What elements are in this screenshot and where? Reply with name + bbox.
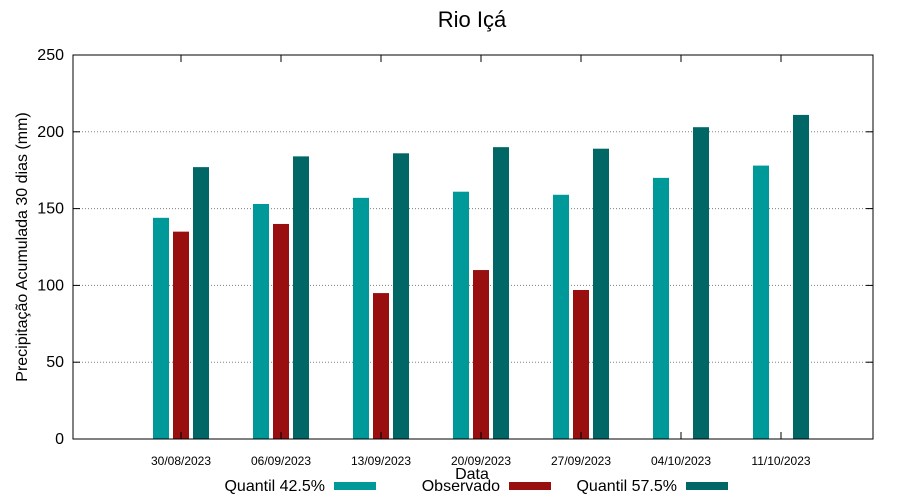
x-tick-label: 11/10/2023: [751, 454, 810, 468]
x-tick-label: 04/10/2023: [651, 454, 711, 468]
x-axis-ticks: 30/08/2023 06/09/2023 13/09/2023 20/09/2023…: [151, 55, 811, 468]
y-tick-label: 100: [37, 277, 64, 294]
x-tick-label: 06/09/2023: [251, 454, 311, 468]
legend-swatch: [509, 482, 551, 490]
bar-observado-1: [273, 223, 289, 439]
legend-swatch: [686, 482, 728, 490]
y-tick-label: 150: [37, 201, 64, 218]
bar-quantil-57-5--5: [693, 127, 709, 439]
x-tick-label: 20/09/2023: [451, 454, 511, 468]
bar-quantil-57-5--1: [293, 156, 309, 439]
bars: [153, 114, 809, 440]
bar-observado-4: [573, 290, 589, 439]
x-tick-label: 27/09/2023: [551, 454, 611, 468]
bar-quantil-57-5--6: [793, 114, 809, 440]
bar-quantil-57-5--3: [493, 147, 509, 439]
legend: Quantil 42.5% Observado Quantil 57.5%: [224, 478, 728, 495]
legend-label: Quantil 57.5%: [576, 478, 677, 495]
legend-label: Quantil 42.5%: [224, 478, 325, 495]
bar-quantil-42-5--1: [253, 203, 269, 439]
bar-quantil-42-5--4: [553, 194, 569, 439]
bar-quantil-42-5--2: [353, 197, 369, 439]
y-axis-ticks: 0 50 100 150 200 250: [37, 47, 873, 448]
y-axis-label: Precipitação Acumulada 30 dias (mm): [14, 112, 31, 381]
chart-title: Rio Içá: [438, 7, 507, 32]
plot-area-frame: [72, 54, 874, 440]
y-tick-label: 0: [55, 431, 64, 448]
legend-label: Observado: [422, 478, 500, 495]
y-tick-label: 200: [37, 124, 64, 141]
y-tick-label: 250: [37, 47, 64, 64]
bar-quantil-57-5--4: [593, 148, 609, 440]
bar-quantil-42-5--0: [153, 217, 169, 439]
bar-quantil-57-5--2: [393, 153, 409, 439]
x-axis-label: Data: [455, 466, 489, 483]
bar-observado-2: [373, 293, 389, 439]
bar-observado-3: [473, 270, 489, 439]
x-tick-label: 30/08/2023: [151, 454, 211, 468]
x-tick-label: 13/09/2023: [351, 454, 411, 468]
bar-quantil-42-5--6: [753, 165, 769, 440]
legend-swatch: [334, 482, 376, 490]
bar-quantil-42-5--3: [453, 191, 469, 439]
bar-quantil-57-5--0: [193, 167, 209, 440]
bar-quantil-42-5--5: [653, 177, 669, 439]
y-tick-label: 50: [46, 354, 64, 371]
bar-observado-0: [173, 231, 189, 439]
